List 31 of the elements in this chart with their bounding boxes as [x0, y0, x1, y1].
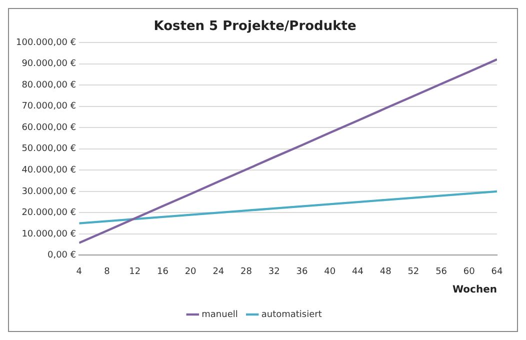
- y-tick-label: 70.000,00 €: [22, 102, 76, 112]
- x-tick-label: 20: [184, 266, 197, 277]
- y-tick-label: 100.000,00 €: [16, 38, 76, 48]
- y-tick-label: 10.000,00 €: [22, 229, 76, 240]
- x-tick-label: 8: [104, 266, 110, 277]
- y-tick-label: 20.000,00 €: [22, 208, 76, 218]
- y-tick-label: 50.000,00 €: [22, 144, 76, 154]
- x-tick-label: 56: [436, 266, 448, 277]
- x-tick-label: 4: [76, 266, 82, 277]
- chart-title: Kosten 5 Projekte/Produkte: [154, 19, 356, 34]
- x-axis-title: Wochen: [452, 284, 497, 296]
- x-tick-label: 32: [268, 266, 280, 277]
- x-tick-label: 48: [380, 266, 392, 277]
- y-tick-label: 0,00 €: [47, 250, 76, 261]
- x-tick-label: 36: [296, 266, 308, 277]
- y-tick-label: 60.000,00 €: [22, 122, 76, 133]
- x-tick-label: 52: [408, 266, 420, 277]
- y-tick-label: 90.000,00 €: [22, 59, 76, 70]
- legend-label: manuell: [202, 310, 238, 320]
- y-tick-label: 30.000,00 €: [22, 186, 76, 197]
- x-tick-label: 12: [129, 266, 141, 277]
- x-tick-label: 64: [491, 266, 503, 277]
- x-tick-label: 16: [156, 266, 169, 277]
- x-tick-label: 40: [324, 266, 336, 277]
- x-tick-label: 28: [240, 266, 252, 277]
- x-tick-label: 24: [212, 266, 224, 277]
- x-tick-label: 44: [352, 266, 364, 277]
- legend-label: automatisiert: [261, 310, 322, 320]
- y-tick-label: 80.000,00 €: [22, 80, 76, 90]
- y-tick-label: 40.000,00 €: [22, 166, 76, 176]
- x-tick-label: 60: [463, 266, 476, 277]
